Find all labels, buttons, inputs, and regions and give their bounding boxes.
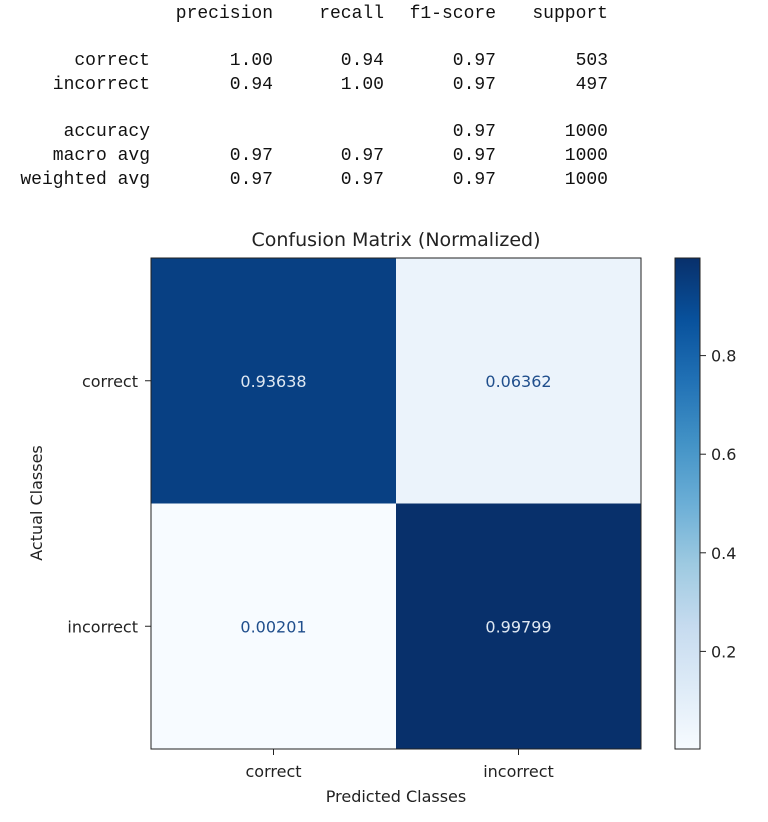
report-cell: 1000 <box>564 170 608 190</box>
report-row-label: weighted avg <box>20 170 150 190</box>
report-column-header: support <box>532 4 608 24</box>
report-cell: 503 <box>575 51 608 71</box>
report-cell: 1.00 <box>340 75 384 95</box>
y-tick-label: correct <box>82 372 138 391</box>
report-cell: 0.94 <box>229 75 273 95</box>
report-cell: 0.97 <box>229 146 273 166</box>
report-row-label: correct <box>74 51 150 71</box>
x-tick-label: correct <box>245 762 301 781</box>
report-cell: 0.97 <box>452 146 496 166</box>
heatmap-cell <box>151 503 396 749</box>
cell-value-label: 0.93638 <box>240 372 306 391</box>
report-cell: 0.97 <box>452 51 496 71</box>
heatmap-cell <box>396 503 641 749</box>
report-row-label: accuracy <box>63 122 150 142</box>
y-tick-label: incorrect <box>67 617 138 636</box>
colorbar-tick-label: 0.2 <box>711 642 736 661</box>
report-column-header: recall <box>319 4 384 24</box>
cell-value-label: 0.06362 <box>485 372 551 391</box>
report-row-label: incorrect <box>52 75 150 95</box>
colorbar <box>674 257 701 750</box>
heatmap-cell <box>151 258 396 504</box>
report-cell: 497 <box>575 75 608 95</box>
report-cell: 0.97 <box>452 170 496 190</box>
report-cell: 0.97 <box>452 75 496 95</box>
report-cell: 0.94 <box>340 51 384 71</box>
chart-title: Confusion Matrix (Normalized) <box>252 229 541 251</box>
report-cell: 0.97 <box>340 146 384 166</box>
heatmap-cell <box>396 258 641 504</box>
colorbar-tick-label: 0.8 <box>711 347 736 366</box>
colorbar-tick-label: 0.4 <box>711 544 736 563</box>
colorbar-tick-label: 0.6 <box>711 445 736 464</box>
x-axis-label: Predicted Classes <box>326 787 466 806</box>
classification-report: precision recall f1-score support correct 1.0… <box>0 0 640 200</box>
report-cell: 1000 <box>564 122 608 142</box>
cell-value-label: 0.00201 <box>240 617 306 636</box>
report-cell: 1.00 <box>229 51 273 71</box>
report-cell: 0.97 <box>452 122 496 142</box>
report-column-header: precision <box>175 4 273 24</box>
cell-value-label: 0.99799 <box>485 617 551 636</box>
x-tick-label: incorrect <box>483 762 554 781</box>
plot-frame <box>150 257 642 750</box>
report-cell: 0.97 <box>229 170 273 190</box>
report-cell: 1000 <box>564 146 608 166</box>
report-cell: 0.97 <box>340 170 384 190</box>
report-row-label: macro avg <box>52 146 150 166</box>
report-column-header: f1-score <box>409 4 496 24</box>
y-axis-label: Actual Classes <box>27 445 46 560</box>
